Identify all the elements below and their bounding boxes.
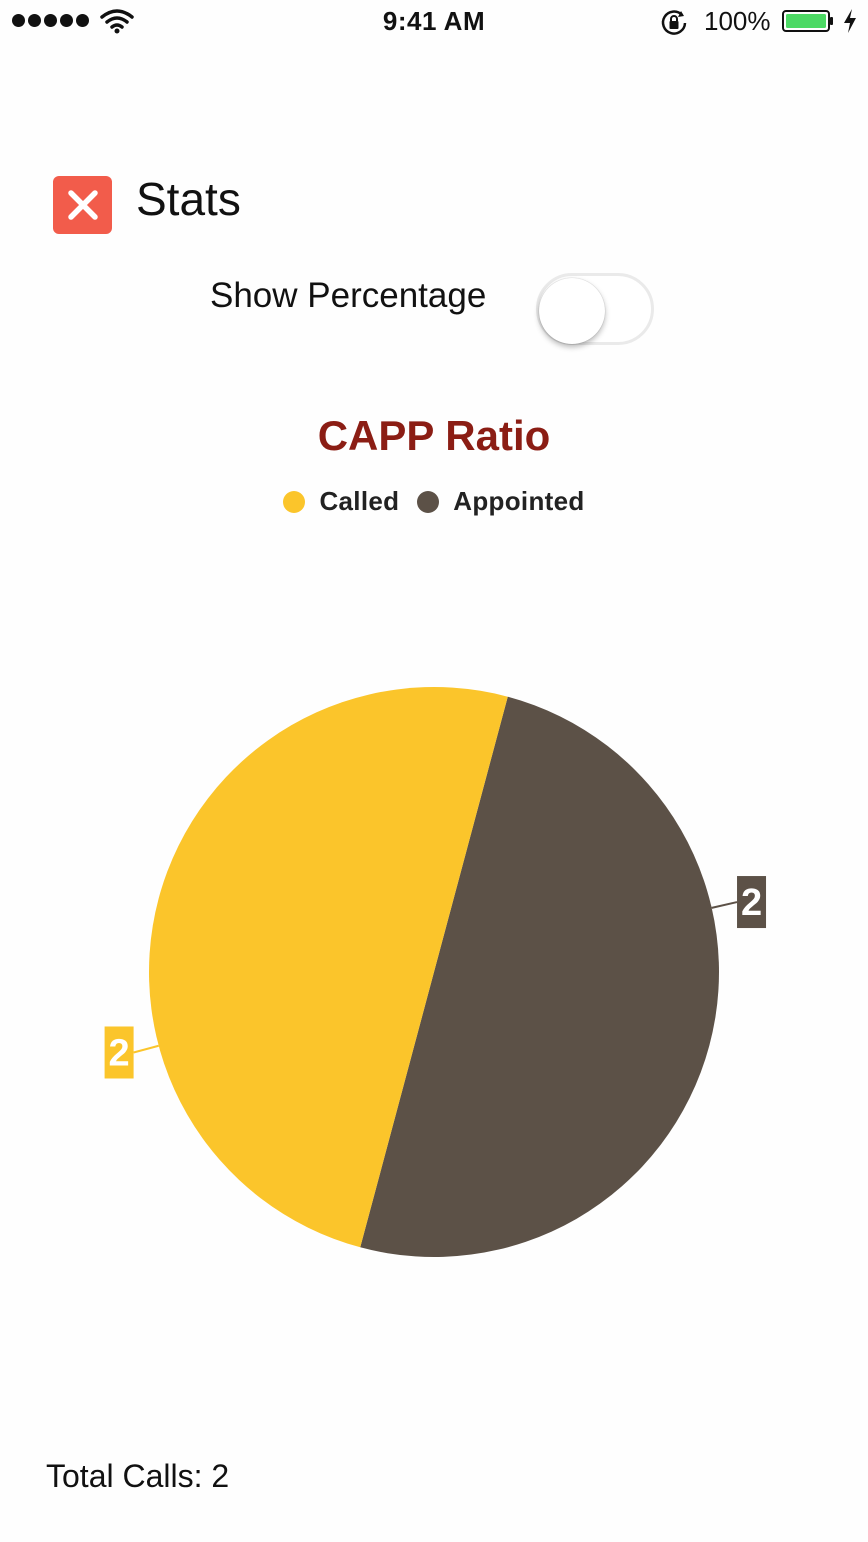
- show-percentage-toggle[interactable]: [536, 273, 654, 345]
- pie-slice-called[interactable]: [149, 687, 508, 1248]
- toggle-knob[interactable]: [539, 278, 605, 344]
- data-label-called: 2: [109, 1032, 130, 1074]
- chart-title: CAPP Ratio: [317, 412, 551, 459]
- data-label-box-appointed: [737, 876, 767, 929]
- legend-item-called[interactable]: Called: [283, 486, 399, 517]
- legend-item-appointed[interactable]: Appointed: [417, 486, 584, 517]
- signal-dots-icon: [12, 14, 89, 27]
- legend-dot-appointed: [417, 490, 440, 513]
- legend-label-called: Called: [319, 486, 400, 516]
- show-percentage-label: Show Percentage: [210, 276, 487, 315]
- total-calls: Total Calls: 2: [46, 1458, 230, 1494]
- page-title: Stats: [136, 173, 241, 225]
- battery-icon: [782, 10, 833, 32]
- close-icon: [67, 190, 98, 220]
- leader-line-appointed: [711, 901, 738, 909]
- data-label-box-called: [104, 1026, 134, 1079]
- status-time: 9:41 AM: [382, 6, 486, 36]
- data-label-appointed: 2: [741, 882, 762, 924]
- legend-dot-called: [283, 490, 306, 513]
- wifi-icon: [100, 9, 134, 34]
- battery-percent: 100%: [704, 6, 771, 36]
- leader-line-called: [133, 1044, 159, 1054]
- charging-bolt-icon: [844, 9, 856, 33]
- close-button[interactable]: [53, 176, 112, 234]
- pie-slice-appointed[interactable]: [360, 696, 719, 1257]
- chart-legend: Called Appointed: [0, 486, 868, 517]
- legend-label-appointed: Appointed: [453, 486, 585, 516]
- pie-chart: 22: [104, 687, 767, 1257]
- status-bar: 9:41 AM 100%: [0, 0, 868, 44]
- rotation-lock-icon: [661, 10, 687, 35]
